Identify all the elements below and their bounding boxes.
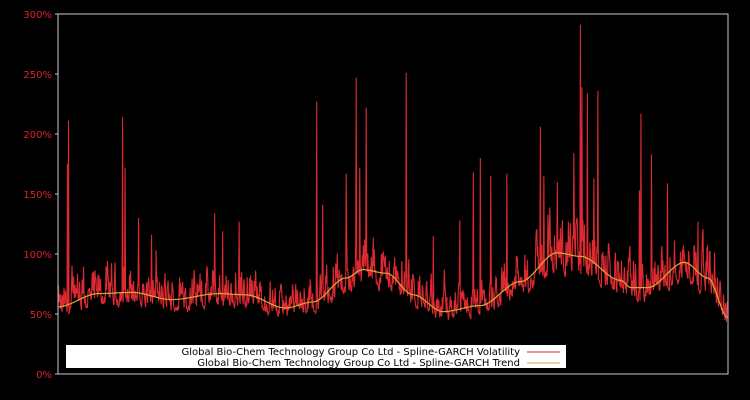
legend-label-trend: Global Bio-Chem Technology Group Co Ltd … (197, 358, 520, 369)
y-tick-label: 150% (23, 190, 52, 201)
trend-line (58, 252, 728, 319)
plot-area (58, 24, 728, 322)
y-tick-label: 50% (30, 310, 52, 321)
volatility-series (58, 24, 728, 322)
y-tick-label: 200% (23, 130, 52, 141)
trend-series (58, 252, 728, 319)
y-tick-label: 0% (36, 370, 52, 381)
volatility-line (58, 24, 728, 322)
y-axis: 0% 50% 100% 150% 200% 250% 300% (23, 10, 58, 381)
y-tick-label: 100% (23, 250, 52, 261)
legend-label-volatility: Global Bio-Chem Technology Group Co Ltd … (181, 347, 520, 358)
legend: Global Bio-Chem Technology Group Co Ltd … (66, 345, 566, 369)
legend-box (66, 345, 566, 368)
y-tick-label: 250% (23, 70, 52, 81)
y-tick-label: 300% (23, 10, 52, 21)
